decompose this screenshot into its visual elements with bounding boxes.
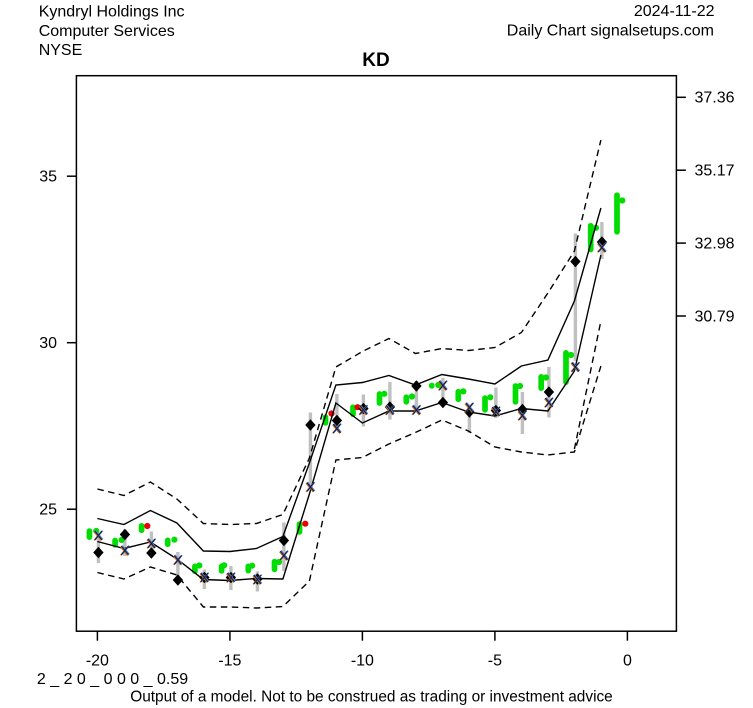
svg-text:35: 35 [39, 169, 57, 186]
svg-text:Computer Services: Computer Services [39, 23, 175, 40]
svg-text:Output of a model. Not to be c: Output of a model. Not to be construed a… [130, 689, 613, 706]
svg-text:Daily Chart signalsetups.com: Daily Chart signalsetups.com [507, 23, 714, 40]
svg-text:2024-11-22: 2024-11-22 [634, 3, 715, 20]
svg-text:30: 30 [39, 335, 57, 352]
svg-text:-5: -5 [488, 653, 502, 670]
svg-text:32.98: 32.98 [695, 236, 735, 253]
svg-text:-10: -10 [351, 653, 374, 670]
svg-text:0: 0 [623, 653, 632, 670]
svg-text:Kyndryl Holdings Inc: Kyndryl Holdings Inc [39, 4, 185, 21]
svg-text:-15: -15 [218, 653, 241, 670]
svg-text:37.36: 37.36 [695, 90, 735, 107]
svg-text:30.79: 30.79 [695, 308, 735, 325]
svg-text:NYSE: NYSE [39, 42, 83, 59]
svg-text:25: 25 [39, 502, 57, 519]
svg-text:2 _ 2 0 _ 0 0 0 _ 0.59: 2 _ 2 0 _ 0 0 0 _ 0.59 [37, 671, 188, 688]
svg-text:-20: -20 [86, 653, 109, 670]
svg-text:35.17: 35.17 [695, 163, 735, 180]
svg-text:KD: KD [362, 50, 389, 71]
